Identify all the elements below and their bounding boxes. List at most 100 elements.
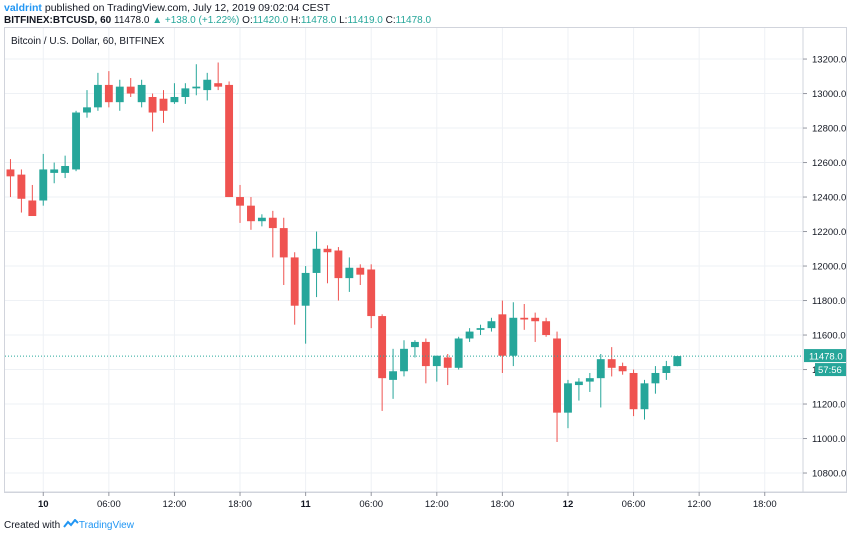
candle-body: [421, 341, 430, 367]
time-tick-label: 18:00: [228, 499, 252, 510]
candle-body: [400, 348, 408, 372]
candle: [301, 266, 310, 344]
candle-body: [50, 169, 59, 173]
candle-body: [651, 372, 660, 384]
candle: [115, 79, 124, 111]
candle-body: [410, 341, 419, 348]
candle-body: [334, 250, 343, 279]
candle-body: [192, 86, 201, 89]
open-value: 11420.0: [252, 15, 289, 26]
time-tick-label: 06:00: [97, 499, 121, 510]
candle: [72, 110, 80, 172]
candle: [389, 348, 398, 399]
candle-body: [279, 228, 288, 258]
candle: [247, 197, 255, 230]
candle: [367, 264, 376, 329]
candle: [83, 90, 91, 118]
candle-body: [443, 357, 452, 368]
candle-body: [236, 197, 244, 206]
candle-body: [487, 321, 496, 329]
candle: [312, 231, 321, 298]
candle-body: [509, 317, 518, 356]
candle: [574, 378, 583, 401]
countdown-label-text: 57:56: [818, 365, 842, 376]
price-tick-label: 11000.0: [812, 434, 846, 445]
tradingview-logo-icon: [63, 518, 79, 532]
candle: [400, 340, 408, 377]
candle-body: [181, 88, 190, 97]
time-tick-label: 10: [38, 499, 49, 510]
price-tick-label: 12600.0: [812, 158, 846, 169]
last-price-label: 11478.0 57:56: [804, 349, 846, 377]
candle-body: [137, 84, 146, 103]
candle: [553, 331, 561, 442]
candle: [465, 328, 474, 342]
candle: [432, 355, 441, 382]
candle-body: [28, 200, 37, 217]
candle-body: [345, 267, 354, 279]
candle: [290, 252, 299, 325]
candle: [236, 184, 244, 223]
current-price: 11478.0: [114, 15, 150, 26]
candle: [50, 162, 59, 184]
time-tick-label: 12:00: [425, 499, 449, 510]
candle-body: [93, 84, 102, 108]
time-tick-label: 06:00: [359, 499, 383, 510]
candle-body: [301, 272, 310, 306]
candle: [126, 78, 135, 97]
candle-body: [323, 248, 332, 253]
chart-title: Bitcoin / U.S. Dollar, 60, BITFINEX: [11, 36, 165, 47]
candle: [662, 360, 671, 380]
candle-body: [640, 383, 649, 410]
symbol-bar: BITFINEX:BTCUSD, 60 11478.0 ▲ +138.0 (+1…: [4, 15, 431, 26]
time-tick-label: 18:00: [490, 499, 514, 510]
candle: [203, 72, 212, 101]
created-with-text: Created with: [4, 520, 61, 532]
grid: [5, 28, 803, 492]
candle: [476, 324, 485, 336]
price-tick-label: 13000.0: [812, 89, 846, 100]
candle: [225, 81, 234, 198]
candle-body: [39, 169, 48, 201]
candle-body: [148, 96, 157, 113]
candle: [454, 336, 463, 370]
low-value: 11419.0: [347, 15, 383, 26]
candles: [6, 62, 682, 442]
low-label: L:: [339, 15, 348, 26]
candle: [487, 317, 496, 332]
candle: [607, 347, 616, 377]
candle: [673, 356, 682, 367]
candle-body: [214, 83, 223, 87]
price-tick-label: 12800.0: [812, 124, 846, 135]
candle: [181, 83, 190, 104]
candle: [148, 93, 157, 132]
candle: [651, 366, 660, 394]
candle: [257, 214, 266, 227]
candle-body: [531, 317, 540, 322]
candle-body: [607, 359, 616, 368]
candle: [39, 153, 48, 206]
high-label: H:: [290, 15, 301, 26]
candle-body: [104, 84, 113, 103]
tradingview-brand[interactable]: TradingView: [78, 520, 134, 532]
candle: [421, 338, 430, 384]
price-tick-label: 11200.0: [812, 400, 846, 411]
candle: [629, 369, 638, 417]
author-link[interactable]: valdrint: [4, 2, 42, 14]
candle-body: [673, 356, 682, 367]
candle: [214, 62, 223, 91]
candle-body: [17, 174, 26, 199]
candle-body: [629, 372, 638, 410]
footer: Created with TradingView: [4, 518, 134, 532]
open-label: O:: [242, 15, 253, 26]
candle-body: [170, 96, 179, 103]
candle: [443, 354, 452, 386]
price-axis[interactable]: 10800.011000.011200.011400.011600.011800…: [803, 55, 846, 480]
candle: [93, 72, 102, 111]
candle-body: [564, 383, 572, 413]
candle-body: [290, 257, 299, 306]
time-axis[interactable]: 10 06:00 12:00 18:00 11 06:00 12:00 18:00 12 06:0…: [38, 492, 777, 510]
price-tick-label: 12400.0: [812, 193, 846, 204]
candle: [334, 247, 343, 301]
